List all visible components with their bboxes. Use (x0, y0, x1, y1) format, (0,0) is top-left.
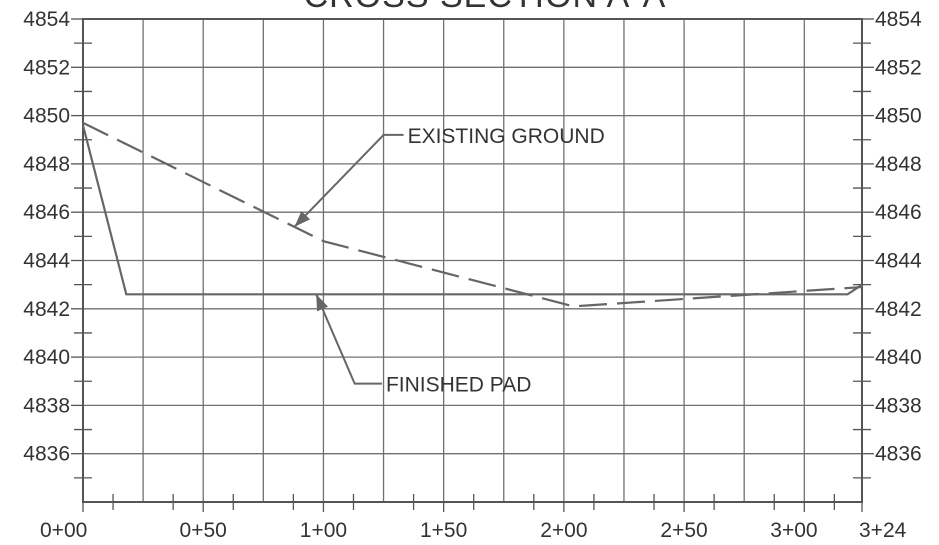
chart-title: CROSS SECTION A-A (304, 0, 667, 15)
x-tick-label: 3+24 (859, 519, 907, 540)
x-tick-label: 2+50 (660, 519, 707, 540)
grid-layer (83, 19, 862, 502)
y-tick-label-left: 4852 (23, 56, 70, 79)
y-tick-label-right: 4850 (875, 105, 922, 128)
y-tick-label-left: 4846 (23, 201, 70, 224)
annotation-label-finished-pad: FINISHED PAD (386, 374, 531, 397)
y-tick-label-left: 4840 (23, 346, 70, 369)
y-tick-label-right: 4840 (875, 346, 922, 369)
x-tick-label: 1+00 (300, 519, 347, 540)
y-tick-label-right: 4836 (875, 443, 922, 466)
y-tick-label-left: 4850 (23, 105, 70, 128)
series-layer (81, 121, 863, 308)
y-tick-label-left: 4854 (23, 8, 70, 31)
arrowhead-existing-ground (294, 211, 311, 227)
arrowhead-finished-pad (316, 294, 329, 312)
y-tick-label-right: 4842 (875, 298, 922, 321)
y-tick-label-left: 4842 (23, 298, 70, 321)
y-tick-label-right: 4844 (875, 250, 922, 273)
y-tick-label-right: 4852 (875, 56, 922, 79)
y-tick-label-left: 4844 (23, 250, 70, 273)
y-tick-label-right: 4846 (875, 201, 922, 224)
leader-line-existing-ground (293, 133, 404, 228)
y-tick-label-right: 4838 (875, 394, 922, 417)
y-tick-label-right: 4848 (875, 153, 922, 176)
annotation-label-existing-ground: EXISTING GROUND (408, 125, 605, 148)
x-tick-label: 0+00 (40, 519, 87, 540)
y-tick-label-left: 4848 (23, 153, 70, 176)
y-tick-label-left: 4836 (23, 443, 70, 466)
x-tick-label: 3+00 (770, 519, 817, 540)
y-tick-label-left: 4838 (23, 394, 70, 417)
axis-layer: 4836 4836 4838 4838 4840 4840 4842 4842 4844 4844… (23, 8, 922, 542)
y-tick-label-right: 4854 (875, 8, 922, 31)
annotation-layer: EXISTING GROUND FINISHED PAD (293, 125, 605, 397)
x-tick-label: 0+50 (180, 519, 227, 540)
series-line-finished-pad (81, 124, 863, 296)
x-tick-label: 2+00 (540, 519, 587, 540)
x-tick-label: 1+50 (420, 519, 467, 540)
series-line-existing-ground (82, 121, 863, 308)
leader-line-finished-pad (315, 293, 382, 385)
